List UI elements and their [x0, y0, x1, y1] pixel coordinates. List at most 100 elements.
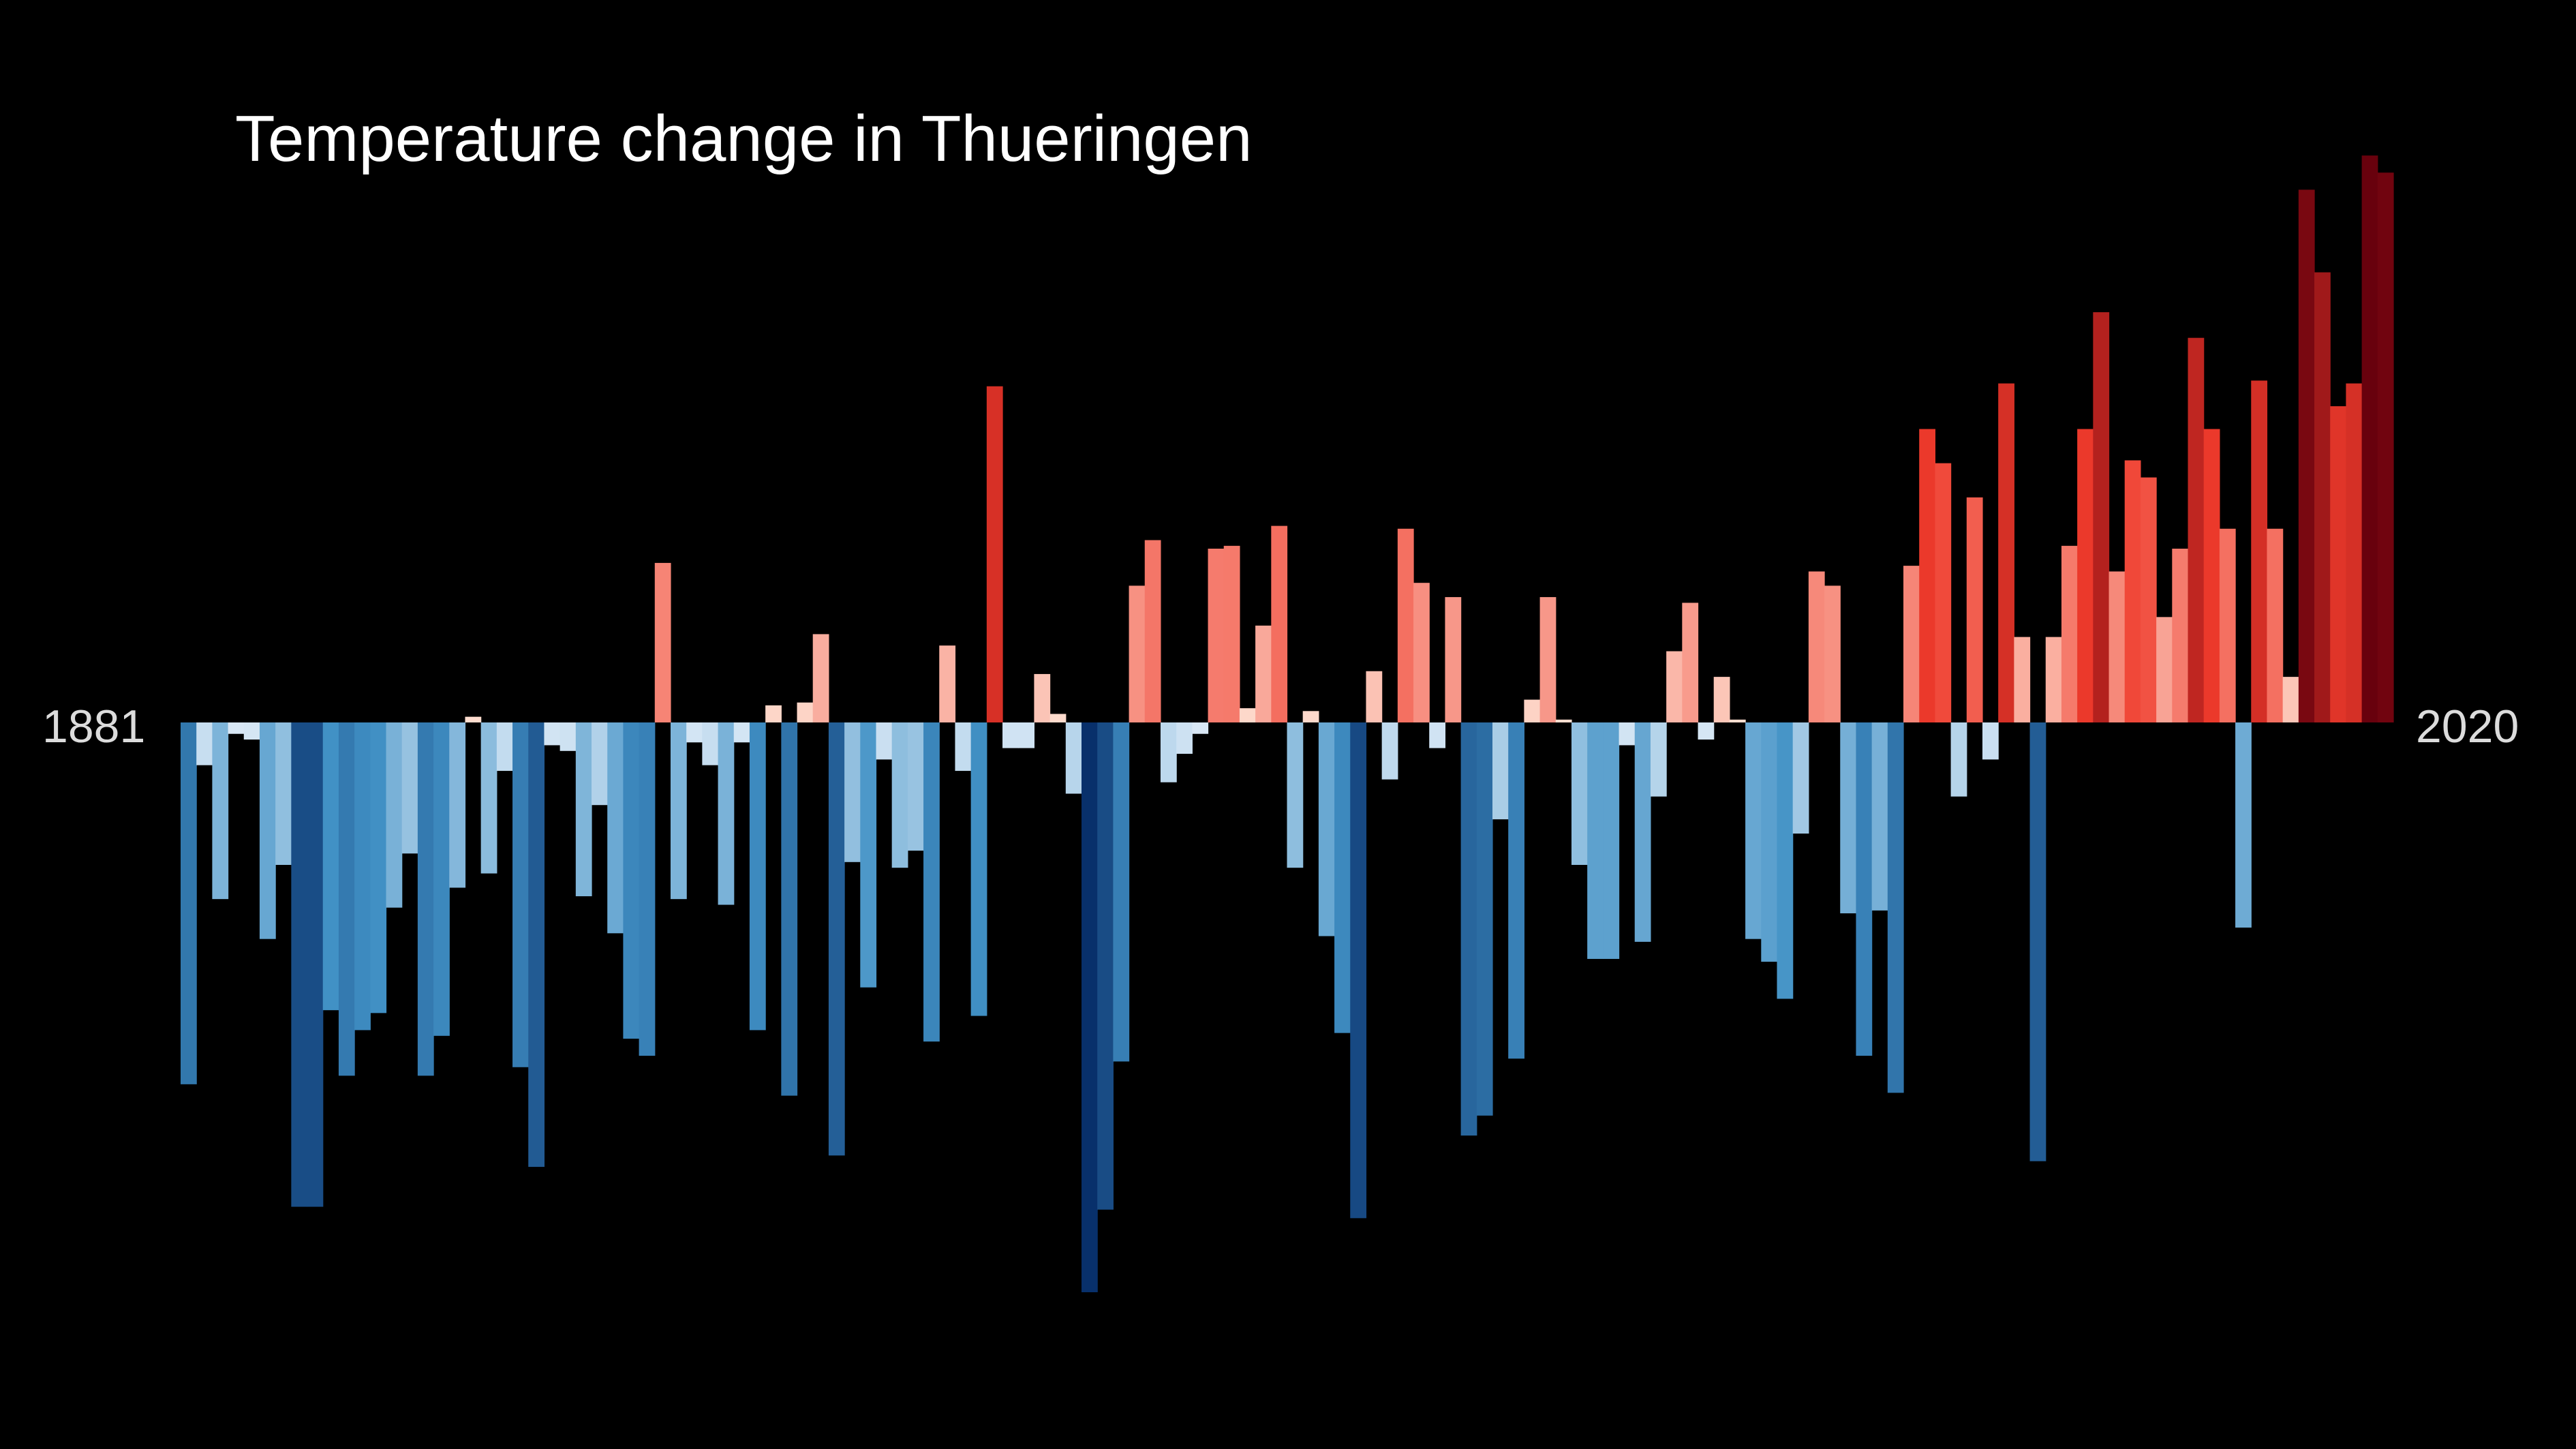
bar-1967 [1539, 597, 1557, 722]
bar-2003 [2109, 571, 2126, 722]
bar-1958 [1397, 528, 1414, 722]
bar-1891 [338, 722, 355, 1076]
bar-1916 [733, 722, 750, 743]
bar-1976 [1682, 603, 1699, 722]
bar-1957 [1381, 722, 1398, 780]
bar-1977 [1698, 722, 1715, 740]
bar-1996 [1998, 383, 2014, 722]
bar-1905 [559, 722, 577, 751]
bar-1937 [1065, 722, 1082, 794]
start-year-label: 1881 [42, 701, 146, 752]
bar-1991 [1919, 429, 1935, 722]
bar-1953 [1318, 722, 1335, 936]
bar-1910 [639, 722, 656, 1056]
bar-1892 [354, 722, 371, 1031]
bar-1903 [528, 722, 545, 1168]
bar-1918 [765, 705, 782, 722]
bar-1943 [1160, 722, 1177, 782]
bar-2019 [2361, 155, 2378, 722]
bar-1923 [844, 722, 861, 862]
bar-2000 [2061, 545, 2078, 722]
bar-1934 [1018, 722, 1035, 748]
bar-1999 [2045, 637, 2062, 722]
bar-1896 [417, 722, 434, 1076]
bar-1952 [1302, 711, 1319, 722]
bar-2020 [2377, 172, 2394, 722]
bar-1939 [1097, 722, 1114, 1210]
bar-1974 [1650, 722, 1667, 797]
bar-1919 [781, 722, 798, 1096]
bar-2017 [2330, 406, 2347, 722]
bar-1882 [196, 722, 213, 765]
bar-1983 [1792, 722, 1809, 834]
bar-1963 [1476, 722, 1493, 1116]
bar-1900 [480, 722, 497, 874]
bar-2005 [2140, 477, 2157, 722]
bar-1897 [433, 722, 450, 1036]
bar-1990 [1903, 566, 1920, 722]
bar-1981 [1761, 722, 1778, 962]
bar-2011 [2235, 722, 2252, 928]
bar-1965 [1508, 722, 1524, 1059]
bar-1969 [1571, 722, 1588, 865]
bar-1986 [1840, 722, 1857, 914]
bar-1921 [812, 634, 829, 722]
bar-1984 [1808, 571, 1825, 722]
bar-1907 [592, 722, 608, 806]
bar-1885 [243, 722, 260, 740]
bar-2012 [2251, 380, 2268, 722]
bar-1929 [939, 645, 956, 722]
bar-1980 [1745, 722, 1762, 939]
bar-1951 [1287, 722, 1304, 868]
bar-1988 [1871, 722, 1888, 911]
bar-1998 [2029, 722, 2046, 1161]
bar-1956 [1366, 671, 1383, 722]
bar-1962 [1460, 722, 1477, 1136]
bar-1995 [1982, 722, 1999, 760]
bar-1961 [1445, 597, 1462, 722]
bar-1889 [307, 722, 324, 1207]
bar-1978 [1713, 677, 1730, 722]
bar-1971 [1603, 722, 1620, 959]
bar-1992 [1935, 463, 1952, 722]
bar-2010 [2219, 528, 2236, 722]
bar-1968 [1555, 719, 1572, 722]
bar-1909 [623, 722, 640, 1039]
bar-1922 [828, 722, 845, 1156]
bar-1989 [1887, 722, 1904, 1093]
bar-1944 [1176, 722, 1193, 754]
bar-1883 [212, 722, 229, 900]
bar-2007 [2172, 549, 2189, 722]
bar-1912 [670, 722, 687, 900]
bar-2014 [2282, 677, 2299, 722]
bar-1973 [1634, 722, 1651, 942]
bar-1884 [228, 722, 245, 734]
bar-1911 [654, 562, 671, 722]
bar-1902 [512, 722, 529, 1067]
bar-2015 [2298, 189, 2315, 723]
bar-1908 [607, 722, 624, 934]
bar-1886 [259, 722, 276, 939]
bar-1888 [291, 722, 308, 1207]
end-year-label: 2020 [2416, 701, 2519, 752]
bar-1947 [1223, 545, 1240, 722]
bar-2016 [2314, 272, 2331, 722]
bar-1946 [1208, 549, 1225, 722]
bar-1950 [1271, 525, 1288, 722]
bar-1955 [1350, 722, 1367, 1219]
bar-2008 [2188, 337, 2205, 722]
bars-group [181, 155, 2394, 1292]
bar-1887 [275, 722, 292, 865]
bar-1898 [449, 722, 466, 888]
bar-1927 [907, 722, 924, 851]
bar-1938 [1081, 722, 1098, 1292]
bar-1982 [1777, 722, 1794, 999]
bar-1966 [1524, 699, 1541, 722]
bar-2018 [2346, 383, 2363, 722]
bar-1936 [1049, 714, 1067, 722]
bar-1949 [1255, 625, 1272, 722]
bar-1979 [1729, 719, 1746, 722]
bar-2002 [2093, 312, 2110, 723]
chart-title: Temperature change in Thueringen [235, 102, 1253, 175]
bar-1985 [1824, 585, 1841, 722]
